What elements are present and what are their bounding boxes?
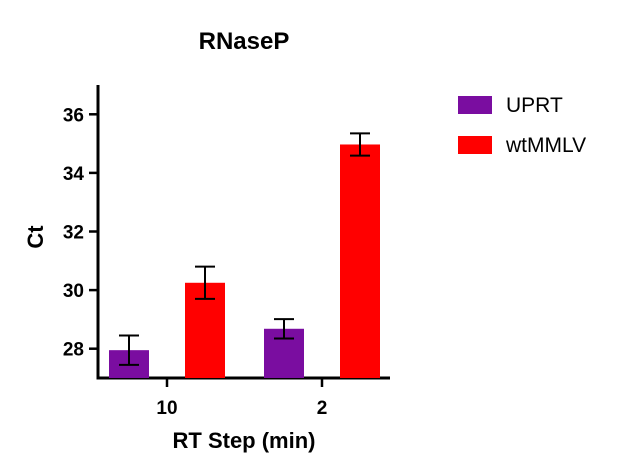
- y-tick-label: 32: [63, 223, 84, 244]
- y-tick-label: 30: [63, 281, 84, 302]
- x-tick-label: 2: [317, 398, 328, 419]
- legend: UPRT wtMMLV: [458, 94, 586, 157]
- x-tick-label: 10: [156, 398, 177, 419]
- plot-area: 28 30 32 34 36 10 2: [63, 85, 390, 419]
- legend-swatch-wtmmlv: [458, 136, 492, 154]
- y-axis-label: Ct: [23, 225, 48, 249]
- chart-title: RNaseP: [199, 28, 290, 55]
- y-tick-label: 36: [63, 105, 84, 126]
- bar-wtmmlv-2: [340, 144, 380, 378]
- x-axis-label: RT Step (min): [173, 428, 316, 453]
- legend-label-uprt: UPRT: [506, 94, 563, 117]
- y-tick-label: 28: [63, 340, 84, 361]
- y-tick-label: 34: [63, 164, 85, 185]
- legend-swatch-uprt: [458, 96, 492, 114]
- legend-label-wtmmlv: wtMMLV: [505, 134, 586, 157]
